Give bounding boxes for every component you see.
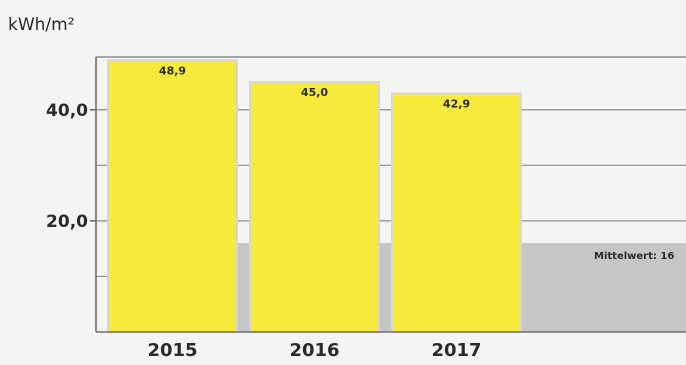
average-label: Mittelwert: 16 [594,251,674,262]
y-tick-label: 40,0 [46,101,88,121]
x-tick-label-2015: 2015 [147,340,197,361]
bar-2016 [249,81,380,333]
data-label-2015: 48,9 [159,64,186,77]
y-tick-label: 20,0 [46,212,88,232]
bar-2017 [391,92,522,333]
bars-layer [107,59,522,333]
x-tick-label-2017: 2017 [431,340,481,361]
y-axis-label: kWh/m² [8,15,75,35]
data-label-2017: 42,9 [443,98,470,111]
x-tick-label-2016: 2016 [289,340,339,361]
data-label-2016: 45,0 [301,86,328,99]
axis-layer [90,57,686,333]
bar-2015 [107,59,238,333]
labels-layer: 48,9 2015 45,0 2016 42,9 2017 20,0 40,0 [46,64,482,361]
